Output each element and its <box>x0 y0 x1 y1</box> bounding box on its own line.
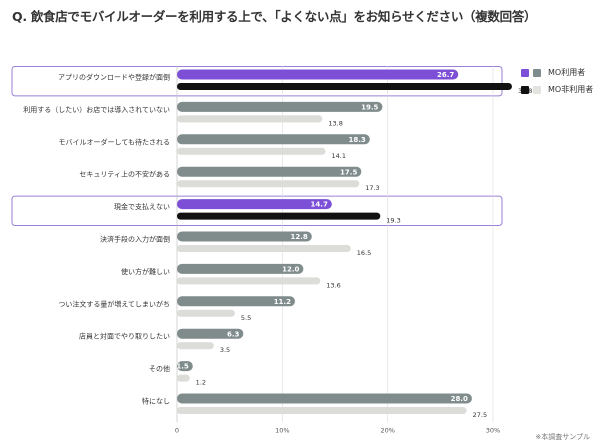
bar-mo-user-6 <box>177 263 304 274</box>
category-label-4: 現金で支払えない <box>114 202 170 211</box>
chart-title: Q. 飲食店でモバイルオーダーを利用する上で、「よくない点」をお知らせください（… <box>12 9 537 24</box>
bar-mo-user-0 <box>177 69 459 80</box>
bar-mo-user-1 <box>177 101 383 112</box>
footnote: ※本調査サンプル <box>535 433 590 441</box>
value-label-mo-user-9: 1.5 <box>176 363 189 371</box>
value-label-mo-nonuser-2: 14.1 <box>332 152 346 160</box>
category-label-5: 決済手段の入力が面倒 <box>100 235 170 244</box>
bar-mo-user-8 <box>177 328 244 339</box>
value-label-mo-nonuser-1: 13.8 <box>328 119 342 127</box>
legend-label-mo-nonuser: MO非利用者 <box>548 85 594 94</box>
highlight-box-cat-4 <box>11 195 503 227</box>
highlight-box-cat-0 <box>11 66 503 97</box>
bar-mo-nonuser-0 <box>177 83 512 90</box>
x-tick-label-1: 10% <box>275 426 289 434</box>
category-label-6: 使い方が難しい <box>121 267 170 276</box>
value-label-mo-nonuser-3: 17.3 <box>365 184 379 192</box>
legend-swatch-mo-user-normal <box>533 69 541 77</box>
value-label-mo-user-1: 19.5 <box>361 104 378 112</box>
bar-mo-nonuser-7 <box>177 309 235 317</box>
bar-mo-nonuser-8 <box>177 342 214 350</box>
value-label-mo-nonuser-5: 16.5 <box>357 249 371 257</box>
category-label-10: 特になし <box>142 397 170 406</box>
bar-mo-nonuser-5 <box>177 245 351 252</box>
bar-mo-nonuser-3 <box>177 180 360 188</box>
x-tick-label-3: 30% <box>486 426 500 434</box>
value-label-mo-nonuser-7: 5.5 <box>241 314 251 322</box>
value-label-mo-user-7: 11.2 <box>274 298 291 306</box>
value-label-mo-user-8: 6.3 <box>227 330 240 338</box>
category-label-1: 利用する（したい）お店では導入されていない <box>23 105 170 114</box>
value-label-mo-user-2: 18.3 <box>348 136 365 144</box>
bar-mo-nonuser-1 <box>177 115 323 123</box>
bar-mo-nonuser-4 <box>177 212 381 220</box>
value-label-mo-nonuser-9: 1.2 <box>196 379 206 387</box>
legend-swatch-mo-user-highlight <box>521 69 529 77</box>
value-label-mo-user-5: 12.8 <box>291 233 308 241</box>
value-label-mo-user-6: 12.0 <box>282 266 299 274</box>
value-label-mo-nonuser-8: 3.5 <box>220 346 230 354</box>
value-label-mo-user-10: 28.0 <box>451 395 468 403</box>
legend-swatch-mo-nonuser-highlight <box>521 86 529 94</box>
bar-mo-user-5 <box>177 231 312 242</box>
category-label-2: モバイルオーダーしても待たされる <box>59 137 170 146</box>
legend-label-mo-user: MO利用者 <box>548 68 586 77</box>
x-tick-label-2: 20% <box>380 426 394 434</box>
value-label-mo-user-4: 14.7 <box>311 201 328 209</box>
bar-mo-user-4 <box>177 199 332 210</box>
value-label-mo-nonuser-6: 13.6 <box>326 281 340 289</box>
bar-mo-user-10 <box>177 393 472 404</box>
x-tick-label-0: 0 <box>175 426 179 434</box>
bar-mo-user-7 <box>177 296 295 307</box>
category-label-8: 店員と対面でやり取りしたい <box>79 332 170 341</box>
bar-mo-user-3 <box>177 166 362 177</box>
category-label-0: アプリのダウンロードや登録が面倒 <box>58 73 170 82</box>
bar-mo-nonuser-10 <box>177 407 467 414</box>
legend-swatch-mo-nonuser-normal <box>533 86 541 94</box>
value-label-mo-nonuser-4: 19.3 <box>386 217 400 225</box>
category-label-3: セキュリティ上の不安がある <box>79 170 170 179</box>
category-label-7: つい注文する量が増えてしまいがち <box>58 299 170 308</box>
bar-mo-nonuser-2 <box>177 147 326 155</box>
value-label-mo-user-0: 26.7 <box>437 71 454 79</box>
bar-mo-nonuser-9 <box>177 374 190 382</box>
value-label-mo-user-3: 17.5 <box>340 168 357 176</box>
category-label-9: その他 <box>149 364 170 373</box>
bar-mo-nonuser-6 <box>177 277 321 285</box>
bar-mo-user-2 <box>177 134 370 145</box>
bar-mo-user-9 <box>177 361 193 372</box>
value-label-mo-nonuser-10: 27.5 <box>473 411 487 419</box>
